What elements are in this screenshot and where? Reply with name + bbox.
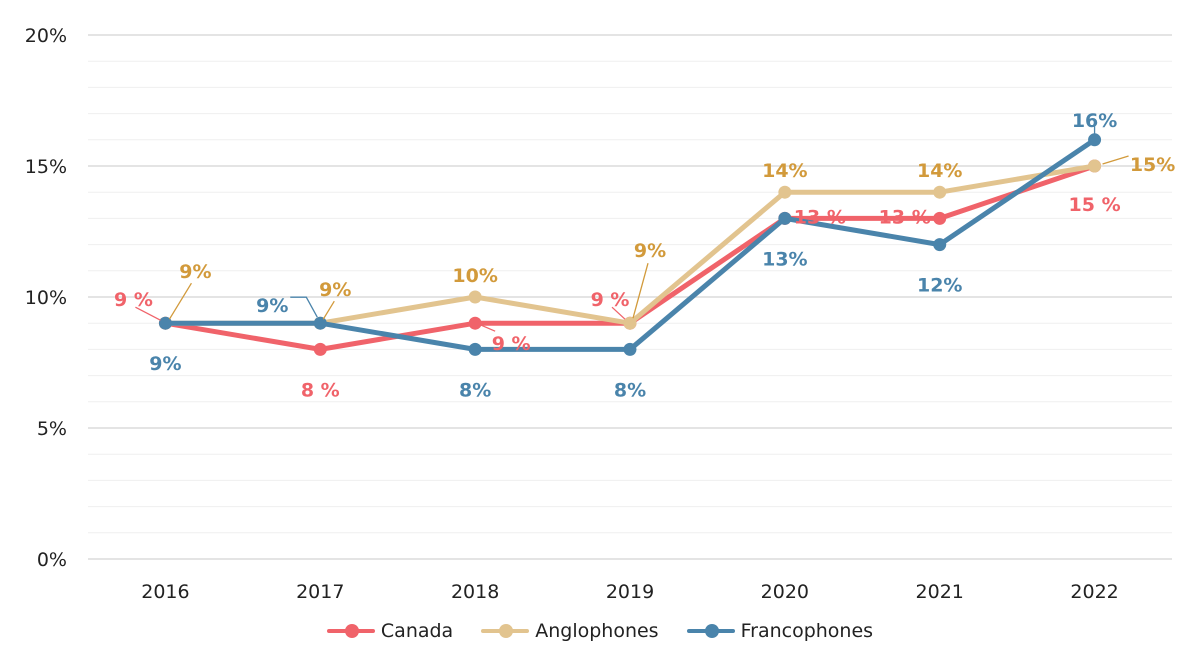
y-tick-label: 10% <box>25 287 67 309</box>
gridlines <box>88 34 1172 560</box>
data-label-francophones: 13% <box>762 248 807 270</box>
legend-label-anglophones: Anglophones <box>535 620 659 642</box>
legend-label-francophones: Francophones <box>740 620 874 642</box>
point-anglophones <box>778 185 792 199</box>
y-tick-label: 15% <box>25 156 67 178</box>
data-label-francophones: 9% <box>149 353 181 375</box>
x-tick-label: 2021 <box>916 581 964 603</box>
legend-label-canada: Canada <box>380 620 454 642</box>
data-label-anglophones: 9% <box>179 261 211 283</box>
data-label-francophones: 12% <box>917 275 962 297</box>
legend-item-canada[interactable]: Canada <box>326 620 454 642</box>
point-canada <box>468 316 482 330</box>
point-canada <box>933 211 947 225</box>
legend: Canada Anglophones Francophones <box>0 620 1200 642</box>
x-tick-label: 2022 <box>1070 581 1118 603</box>
point-francophones <box>778 211 792 225</box>
data-label-anglophones: 9% <box>634 240 666 262</box>
data-label-francophones: 16% <box>1072 110 1117 132</box>
label-leader-francophones <box>290 296 318 318</box>
legend-swatch-anglophones <box>481 624 530 638</box>
data-label-francophones: 8% <box>459 379 491 401</box>
point-francophones <box>158 316 172 330</box>
data-label-anglophones: 14% <box>762 160 807 182</box>
label-leader-anglophones <box>168 282 192 320</box>
point-francophones <box>933 238 947 252</box>
legend-swatch-francophones <box>686 624 735 638</box>
data-label-canada: 8 % <box>301 379 340 401</box>
y-tick-label: 5% <box>37 418 67 440</box>
point-anglophones <box>933 185 947 199</box>
x-tick-label: 2020 <box>761 581 809 603</box>
data-label-canada: 15 % <box>1069 194 1121 216</box>
legend-swatch-canada <box>326 624 375 638</box>
data-label-canada: 9 % <box>114 289 153 311</box>
data-label-canada: 9 % <box>591 289 630 311</box>
label-leader-anglophones <box>1102 155 1129 165</box>
data-labels: 9 % 8 % 9 % 9 % 13 % 13 % 15 % 9% 9% 10% 9% 14% 14% 1… <box>114 110 1175 402</box>
data-label-francophones: 9% <box>256 295 288 317</box>
point-francophones <box>313 316 327 330</box>
data-label-canada: 9 % <box>492 333 531 355</box>
point-anglophones <box>623 316 637 330</box>
label-leader-canada <box>611 306 626 320</box>
x-tick-label: 2018 <box>451 581 499 603</box>
data-label-anglophones: 15% <box>1130 154 1175 176</box>
point-anglophones <box>1088 159 1102 173</box>
x-tick-label: 2017 <box>296 581 344 603</box>
data-label-canada: 13 % <box>879 206 931 228</box>
x-tick-label: 2016 <box>141 581 189 603</box>
label-leader-canada <box>480 324 496 332</box>
legend-item-anglophones[interactable]: Anglophones <box>481 620 659 642</box>
point-canada <box>313 342 327 356</box>
data-label-francophones: 8% <box>614 379 646 401</box>
line-chart: 0%5%10%15%20% 2016 2017 2018 2019 2020 2021 20… <box>25 25 1176 603</box>
data-label-canada: 13 % <box>794 206 846 228</box>
point-francophones <box>468 342 482 356</box>
y-tick-label: 0% <box>37 549 67 571</box>
data-label-anglophones: 9% <box>319 279 351 301</box>
point-francophones <box>1088 133 1102 147</box>
x-tick-label: 2019 <box>606 581 654 603</box>
label-leader-anglophones <box>632 263 649 319</box>
legend-item-francophones[interactable]: Francophones <box>686 620 874 642</box>
series-lines <box>158 133 1102 356</box>
label-leader-canada <box>135 306 161 321</box>
label-leader-anglophones <box>322 300 335 320</box>
data-label-anglophones: 10% <box>452 265 497 287</box>
data-label-anglophones: 14% <box>917 160 962 182</box>
x-axis: 2016 2017 2018 2019 2020 2021 2022 <box>141 581 1119 603</box>
y-axis: 0% 5% 10% 15% 20% <box>25 25 67 571</box>
point-francophones <box>623 342 637 356</box>
point-anglophones <box>468 290 482 304</box>
y-tick-label: 20% <box>25 25 67 47</box>
